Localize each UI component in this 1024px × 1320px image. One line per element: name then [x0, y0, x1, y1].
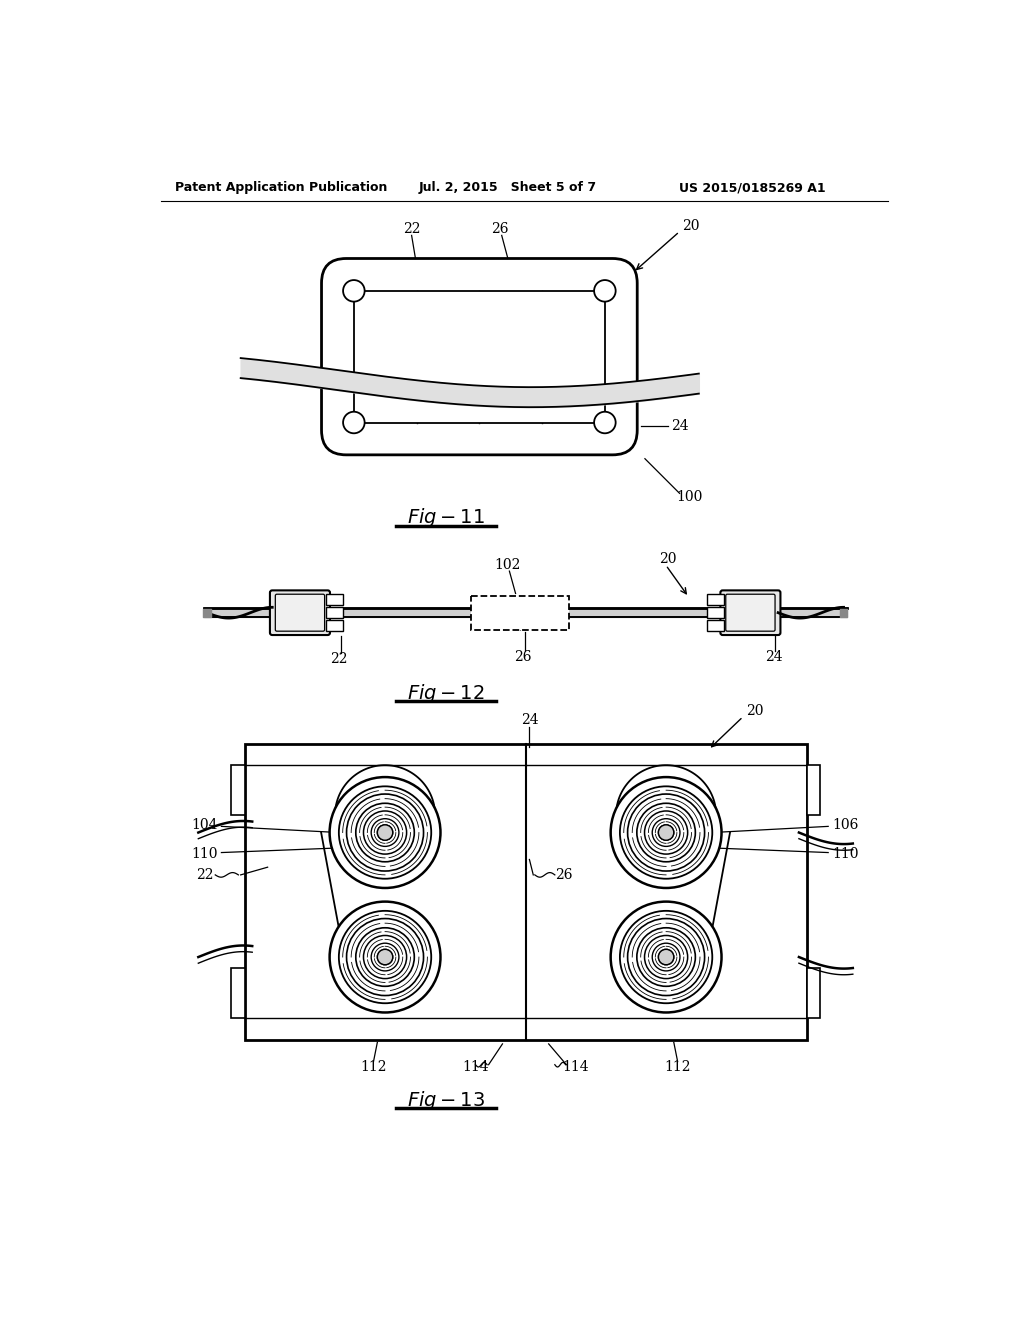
- Text: 114: 114: [462, 1060, 488, 1074]
- Bar: [471, 595, 569, 630]
- Text: Patent Application Publication: Patent Application Publication: [174, 181, 387, 194]
- Bar: [708, 594, 724, 605]
- Circle shape: [343, 412, 365, 433]
- Circle shape: [364, 810, 407, 854]
- Text: Jul. 2, 2015   Sheet 5 of 7: Jul. 2, 2015 Sheet 5 of 7: [419, 181, 597, 194]
- Text: 26: 26: [492, 222, 509, 236]
- Text: 112: 112: [665, 1060, 691, 1074]
- Circle shape: [628, 795, 705, 871]
- Circle shape: [346, 795, 424, 871]
- FancyBboxPatch shape: [726, 594, 775, 631]
- Text: 100: 100: [677, 490, 702, 504]
- Circle shape: [355, 928, 415, 986]
- Circle shape: [343, 280, 365, 302]
- Circle shape: [378, 949, 393, 965]
- Text: 24: 24: [671, 418, 688, 433]
- Circle shape: [637, 804, 695, 862]
- FancyBboxPatch shape: [720, 590, 780, 635]
- Text: 106: 106: [831, 818, 858, 832]
- Text: 20: 20: [659, 552, 677, 566]
- Circle shape: [620, 787, 713, 879]
- Circle shape: [355, 804, 415, 862]
- Text: 24: 24: [765, 651, 782, 664]
- Text: 110: 110: [191, 847, 218, 861]
- Circle shape: [652, 818, 680, 846]
- Circle shape: [594, 280, 615, 302]
- Circle shape: [330, 777, 440, 888]
- Text: 22: 22: [196, 867, 213, 882]
- Circle shape: [330, 902, 440, 1012]
- Text: $\mathit{Fig-12}$: $\mathit{Fig-12}$: [408, 682, 485, 705]
- Bar: [326, 620, 343, 631]
- FancyBboxPatch shape: [275, 594, 325, 631]
- Circle shape: [658, 825, 674, 841]
- Text: $\mathit{Fig-11}$: $\mathit{Fig-11}$: [408, 507, 485, 529]
- Text: 20: 20: [682, 219, 699, 234]
- Circle shape: [371, 818, 399, 846]
- Bar: [354, 290, 605, 422]
- Circle shape: [339, 787, 431, 879]
- Text: 104: 104: [191, 818, 218, 832]
- Circle shape: [628, 919, 705, 995]
- Text: 110: 110: [831, 847, 858, 861]
- Circle shape: [658, 949, 674, 965]
- Circle shape: [620, 911, 713, 1003]
- Text: 26: 26: [555, 867, 572, 882]
- Text: 26: 26: [514, 651, 532, 664]
- Circle shape: [594, 412, 615, 433]
- Circle shape: [658, 825, 674, 841]
- Circle shape: [346, 919, 424, 995]
- Bar: [230, 766, 245, 816]
- Bar: [807, 969, 820, 1019]
- Circle shape: [644, 936, 688, 978]
- FancyBboxPatch shape: [322, 259, 637, 455]
- Bar: [708, 620, 724, 631]
- Circle shape: [637, 928, 695, 986]
- Circle shape: [339, 911, 431, 1003]
- Bar: [326, 607, 343, 618]
- Circle shape: [644, 810, 688, 854]
- Circle shape: [610, 777, 722, 888]
- Circle shape: [378, 825, 393, 841]
- Text: 112: 112: [360, 1060, 387, 1074]
- Bar: [708, 607, 724, 618]
- Text: 20: 20: [745, 705, 764, 718]
- Text: 22: 22: [402, 222, 421, 236]
- Bar: [326, 594, 343, 605]
- Circle shape: [610, 902, 722, 1012]
- Bar: [807, 766, 820, 816]
- Circle shape: [378, 825, 393, 841]
- Circle shape: [658, 949, 674, 965]
- Text: 102: 102: [495, 558, 521, 572]
- Text: 22: 22: [330, 652, 347, 665]
- Circle shape: [652, 944, 680, 972]
- FancyBboxPatch shape: [270, 590, 330, 635]
- Text: 114: 114: [562, 1060, 589, 1074]
- Circle shape: [364, 936, 407, 978]
- Text: 24: 24: [520, 714, 539, 727]
- Text: $\mathit{Fig-13}$: $\mathit{Fig-13}$: [408, 1089, 485, 1111]
- Text: US 2015/0185269 A1: US 2015/0185269 A1: [679, 181, 826, 194]
- Circle shape: [371, 944, 399, 972]
- Circle shape: [378, 949, 393, 965]
- Bar: [245, 743, 807, 1040]
- Bar: [230, 969, 245, 1019]
